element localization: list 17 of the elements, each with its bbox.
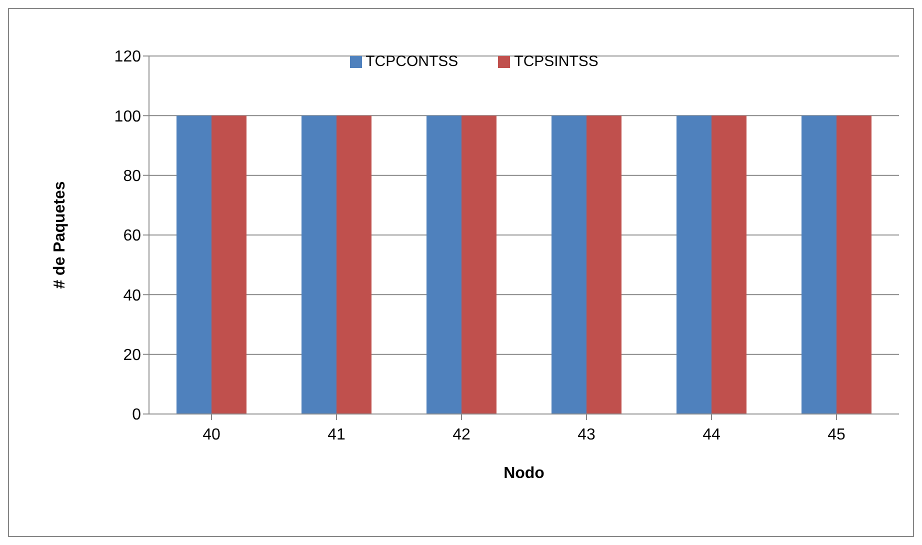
legend-label: TCPCONTSS	[366, 53, 458, 70]
x-tick-label: 42	[452, 426, 470, 444]
x-tick-label: 43	[578, 426, 596, 444]
x-tick-label: 40	[202, 426, 220, 444]
x-tick-label: 45	[828, 426, 846, 444]
x-axis-title: Nodo	[504, 465, 545, 482]
legend-label: TCPSINTSS	[514, 53, 598, 70]
y-tick-label: 100	[114, 108, 142, 126]
y-tick-label: 40	[123, 287, 142, 304]
y-tick-label: 20	[123, 347, 142, 364]
y-tick-label: 80	[123, 168, 142, 186]
x-tick-label: 41	[328, 426, 346, 444]
y-tick-label: 0	[132, 406, 142, 424]
x-tick-label: 44	[702, 426, 720, 444]
y-tick-label: 60	[123, 228, 142, 245]
y-axis-title: # de Paquetes	[52, 181, 69, 289]
y-tick-label: 120	[114, 48, 142, 66]
